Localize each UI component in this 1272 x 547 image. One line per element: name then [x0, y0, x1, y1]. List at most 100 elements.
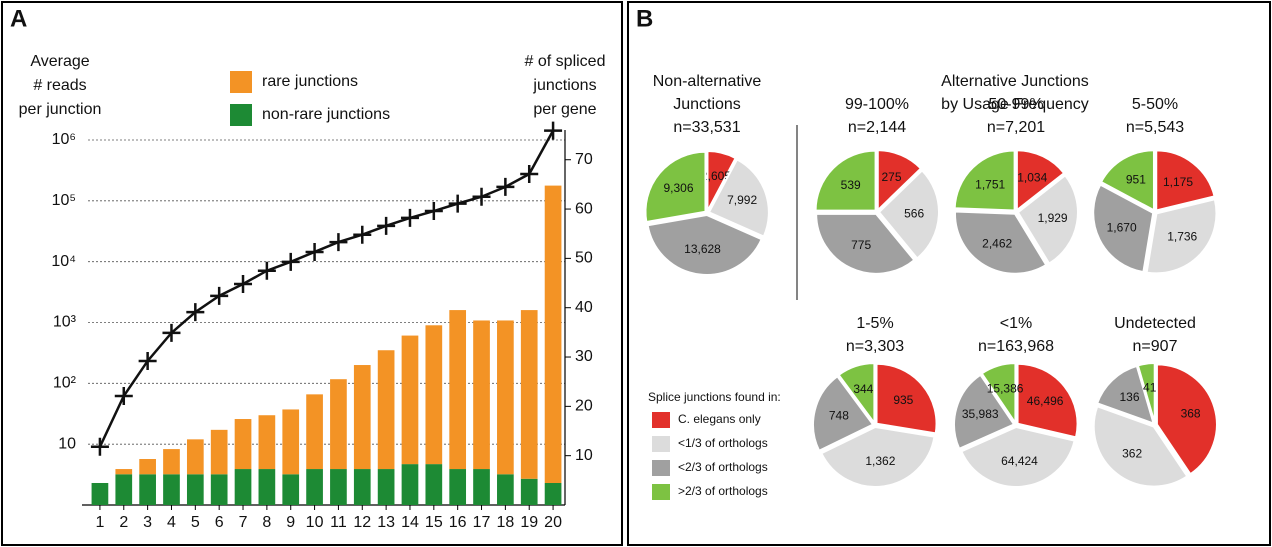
x-tick-label: 1 [95, 514, 104, 531]
bar [353, 469, 371, 505]
pie-slice [954, 210, 1048, 275]
bar [377, 469, 395, 505]
pie-slice [706, 150, 737, 212]
slice-label: 935 [893, 393, 913, 407]
x-tick-label: 17 [473, 514, 491, 531]
pie-title: 5-50% [1132, 96, 1178, 113]
bar [210, 429, 228, 475]
line-marker [186, 303, 205, 322]
pie-subtitle: n=2,144 [848, 119, 906, 136]
pie-title: Junctions [673, 96, 741, 113]
legend-swatch [230, 71, 252, 93]
bar [330, 379, 347, 470]
slice-label: 748 [829, 408, 849, 422]
panel-a-frame [1, 1, 623, 546]
line-marker [281, 252, 300, 271]
bar [330, 469, 347, 505]
bar [497, 320, 514, 475]
y2-tick-label: 60 [575, 200, 593, 217]
bar [139, 459, 156, 475]
x-tick-label: 13 [377, 514, 395, 531]
line-marker [520, 165, 539, 184]
slice-label: 2,605 [701, 169, 731, 183]
pie-title: 99-100% [845, 96, 909, 113]
pie-slice [1136, 362, 1156, 424]
line-marker [138, 351, 157, 370]
legend-swatch [652, 436, 670, 452]
x-tick-label: 11 [330, 514, 347, 531]
bar [425, 325, 443, 465]
legend-title: Splice junctions found in: [648, 390, 781, 404]
legend-label: >2/3 of orthologs [678, 484, 768, 498]
line-marker [472, 187, 491, 206]
y-axis-label: # reads [33, 77, 86, 94]
slice-label: 7,992 [727, 193, 757, 207]
pie-title: 50-99% [988, 96, 1043, 113]
slice-label: 539 [841, 178, 861, 192]
x-tick-label: 10 [306, 514, 324, 531]
panel-label: B [636, 5, 653, 32]
bar [282, 409, 300, 475]
legend-swatch [230, 104, 252, 126]
bar [115, 469, 133, 475]
legend-label: non-rare junctions [262, 106, 390, 123]
x-tick-label: 3 [143, 514, 152, 531]
line-marker [162, 323, 181, 342]
legend-swatch [652, 460, 670, 476]
legend-label: rare junctions [262, 73, 358, 90]
x-tick-label: 18 [496, 514, 514, 531]
legend-label: <1/3 of orthologs [678, 436, 768, 450]
pie-slice [1155, 363, 1218, 476]
x-tick-label: 6 [215, 514, 224, 531]
slice-label: 1,751 [975, 177, 1005, 191]
pie-slice [980, 362, 1017, 427]
line-marker [114, 386, 133, 405]
bar [473, 469, 490, 505]
legend-swatch [652, 412, 670, 428]
x-tick-label: 20 [544, 514, 562, 531]
slice-label: 9,306 [664, 181, 694, 195]
slice-label: 362 [1122, 447, 1142, 461]
slice-label: 41 [1143, 380, 1157, 394]
x-tick-label: 5 [191, 514, 200, 531]
bar [497, 474, 514, 505]
pie-slice [646, 213, 763, 276]
bar [210, 474, 228, 505]
pie-slice [1016, 173, 1079, 265]
legend-label: <2/3 of orthologs [678, 460, 768, 474]
pie-subtitle: n=5,543 [1126, 119, 1184, 136]
pie-slice [877, 168, 940, 260]
y2-axis-label: junctions [532, 77, 596, 94]
panel-label: A [10, 5, 27, 32]
line-marker [424, 202, 443, 221]
bar [163, 474, 180, 505]
slice-label: 1,362 [865, 454, 895, 468]
bar [186, 474, 204, 505]
bar [425, 464, 443, 505]
bar [306, 469, 323, 505]
bar [544, 185, 562, 483]
pie-slice [1016, 362, 1079, 439]
pie-slice [812, 374, 875, 453]
pie-title: Non-alternative [653, 73, 762, 90]
line-marker [496, 177, 515, 196]
group-heading: by Usage Frequency [941, 96, 1089, 113]
slice-label: 13,628 [684, 242, 721, 256]
y-axis-label: per junction [19, 101, 102, 118]
pie-slice [837, 362, 876, 427]
group-heading: Alternative Junctions [941, 73, 1089, 90]
slice-label: 344 [853, 382, 873, 396]
bar [520, 310, 538, 479]
slice-label: 951 [1126, 172, 1146, 186]
pie-slice [876, 149, 923, 213]
x-tick-label: 14 [401, 514, 419, 531]
line-marker [544, 121, 563, 140]
pie-title: <1% [1000, 315, 1032, 332]
bar [449, 310, 467, 470]
y2-axis-label: # of spliced [525, 53, 606, 70]
line-marker [90, 437, 109, 456]
pie-slice [1092, 183, 1155, 274]
pie-subtitle: n=3,303 [846, 338, 904, 355]
legend-swatch [652, 484, 670, 500]
